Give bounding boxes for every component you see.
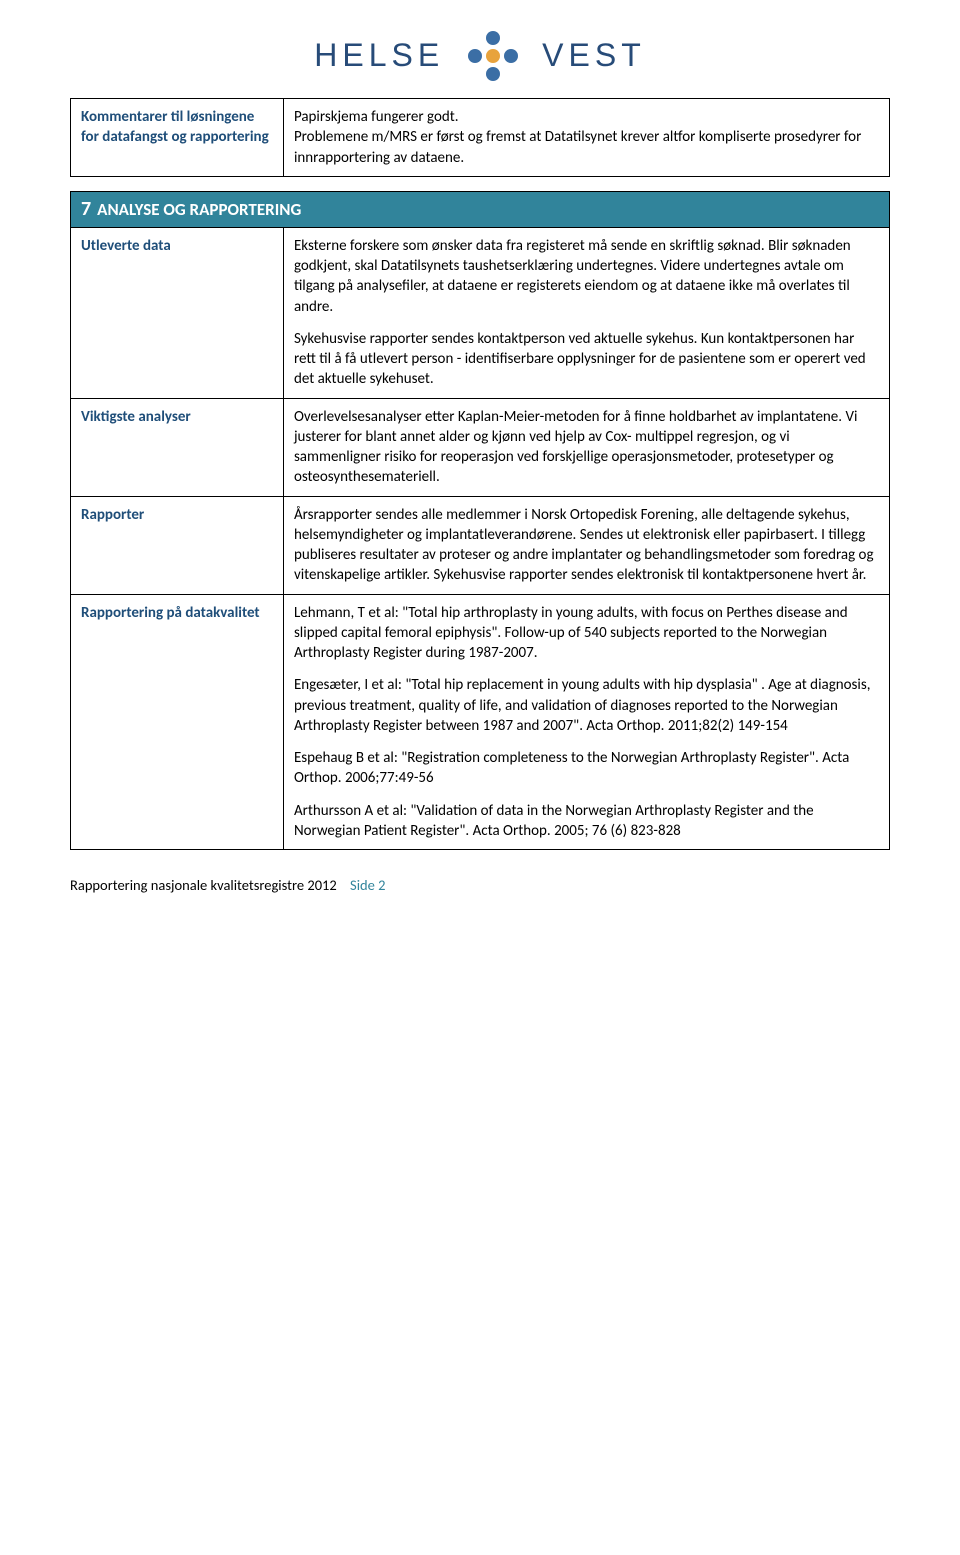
row-content: Eksterne forskere som ønsker data fra re… bbox=[283, 227, 889, 398]
row-label: Utleverte data bbox=[71, 227, 284, 398]
section-header-cell: 7 ANALYSE OG RAPPORTERING bbox=[71, 191, 890, 227]
content-para: Sykehusvise rapporter sendes kontaktpers… bbox=[294, 329, 879, 390]
row-label: Rapportering på datakvalitet bbox=[71, 594, 284, 850]
logo-word-left: HELSE bbox=[314, 34, 444, 77]
content-para: Overlevelsesanalyser etter Kaplan-Meier-… bbox=[294, 407, 879, 488]
table-row: Kommentarer til løsningene for datafangs… bbox=[71, 99, 890, 177]
content-para: Espehaug B et al: "Registration complete… bbox=[294, 748, 879, 789]
section-number: 7 bbox=[81, 197, 91, 221]
table-row: Rapportering på datakvalitetLehmann, T e… bbox=[71, 594, 890, 850]
table-row: RapporterÅrsrapporter sendes alle medlem… bbox=[71, 496, 890, 594]
section-header: 7 ANALYSE OG RAPPORTERING bbox=[71, 191, 890, 227]
row-content: Overlevelsesanalyser etter Kaplan-Meier-… bbox=[283, 398, 889, 496]
page-footer: Rapportering nasjonale kvalitetsregistre… bbox=[70, 876, 890, 896]
logo: HELSE VEST bbox=[70, 30, 890, 82]
row-content: Papirskjema fungerer godt. Problemene m/… bbox=[283, 99, 889, 177]
content-para: Eksterne forskere som ønsker data fra re… bbox=[294, 236, 879, 317]
row-content: Lehmann, T et al: "Total hip arthroplast… bbox=[283, 594, 889, 850]
row-label: Viktigste analyser bbox=[71, 398, 284, 496]
content-para: Årsrapporter sendes alle medlemmer i Nor… bbox=[294, 505, 879, 586]
table-row: Utleverte dataEksterne forskere som ønsk… bbox=[71, 227, 890, 398]
content-para: Papirskjema fungerer godt. Problemene m/… bbox=[294, 107, 879, 168]
content-para: Arthursson A et al: "Validation of data … bbox=[294, 801, 879, 842]
table-row: Viktigste analyserOverlevelsesanalyser e… bbox=[71, 398, 890, 496]
row-label: Rapporter bbox=[71, 496, 284, 594]
footer-text: Rapportering nasjonale kvalitetsregistre… bbox=[70, 876, 337, 894]
footer-page: Side 2 bbox=[350, 876, 385, 894]
content-para: Lehmann, T et al: "Total hip arthroplast… bbox=[294, 603, 879, 664]
content-para: Engesæter, I et al: "Total hip replaceme… bbox=[294, 675, 879, 736]
row-content: Årsrapporter sendes alle medlemmer i Nor… bbox=[283, 496, 889, 594]
table-comments: Kommentarer til løsningene for datafangs… bbox=[70, 98, 890, 177]
logo-dots-icon bbox=[458, 30, 528, 82]
table-section-7: 7ANALYSE OG RAPPORTERING Utleverte dataE… bbox=[70, 191, 890, 850]
section-title: ANALYSE OG RAPPORTERING bbox=[97, 199, 301, 220]
logo-word-right: VEST bbox=[542, 34, 646, 77]
row-label: Kommentarer til løsningene for datafangs… bbox=[71, 99, 284, 177]
